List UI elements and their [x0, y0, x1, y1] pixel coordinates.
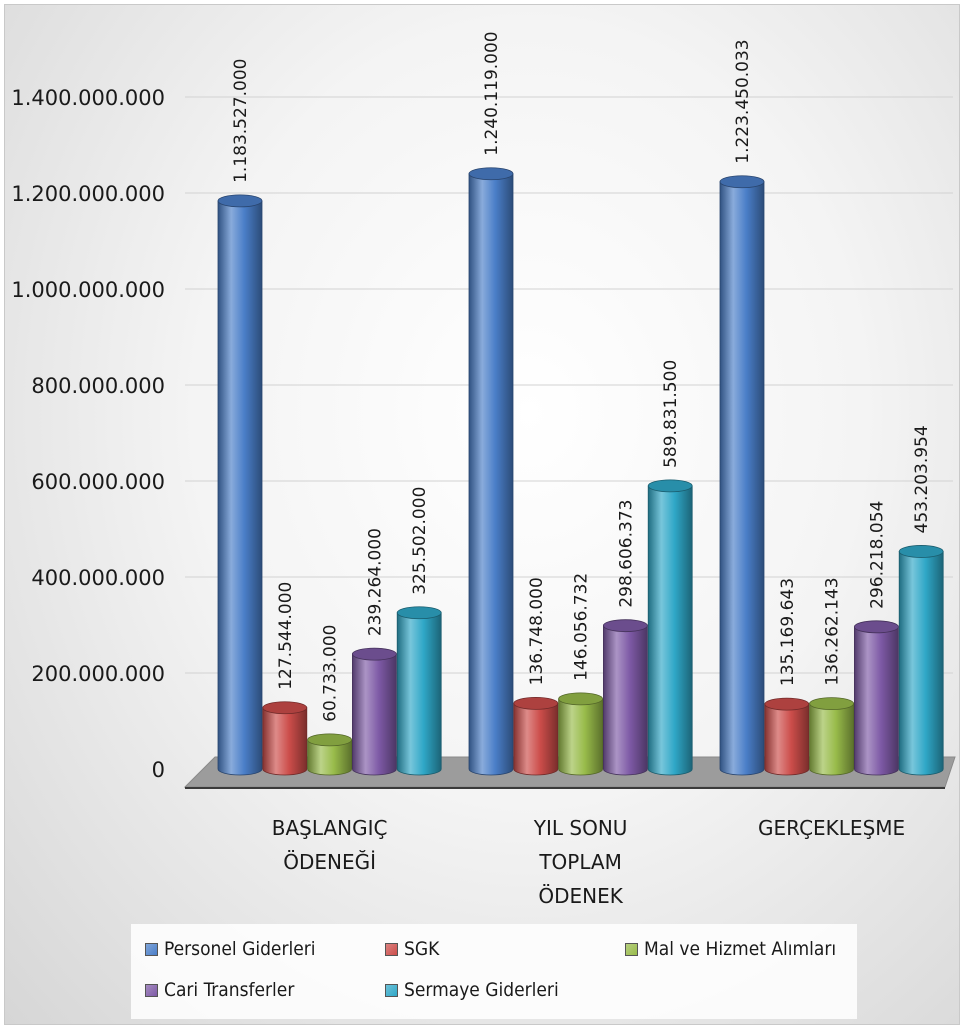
bar-body — [809, 703, 854, 776]
bar — [647, 479, 693, 776]
bar — [719, 175, 765, 776]
bar — [809, 697, 854, 776]
data-label: 135.169.643 — [778, 578, 798, 686]
legend-label: Personel Giderleri — [164, 938, 316, 960]
data-label: 239.264.000 — [365, 528, 385, 636]
bar — [513, 696, 559, 776]
bar — [764, 697, 810, 776]
legend-swatch — [625, 942, 638, 956]
bar-chart: 0 200.000.000 400.000.000 600.000.000 800.00… — [11, 31, 956, 908]
bar-body — [396, 612, 442, 776]
data-label: 589.831.500 — [661, 360, 681, 468]
x-tick-label: ÖDENEĞİ — [283, 850, 376, 874]
legend-item: Personel Giderleri — [145, 938, 316, 960]
legend-label: Mal ve Hizmet Alımları — [644, 938, 837, 960]
data-label: 325.502.000 — [410, 487, 430, 595]
data-label: 136.748.000 — [527, 577, 547, 685]
bar-top — [558, 692, 603, 706]
y-tick-label: 1.400.000.000 — [11, 86, 165, 110]
y-tick-label: 200.000.000 — [31, 662, 165, 686]
legend-item: Mal ve Hizmet Alımları — [625, 938, 836, 960]
bar-top — [513, 696, 559, 710]
bar-body — [898, 551, 944, 776]
legend-swatch — [145, 942, 158, 956]
bar-top — [647, 479, 693, 493]
bar-top — [603, 619, 648, 633]
bar-body — [854, 626, 899, 776]
x-tick-label: YIL SONU — [533, 816, 628, 840]
legend: Personel Giderleri SGK Mal ve Hizmet Alıml… — [131, 924, 857, 1019]
y-tick-label: 800.000.000 — [31, 374, 165, 398]
y-tick-label: 1.000.000.000 — [11, 278, 165, 302]
bar — [898, 545, 944, 776]
bar — [603, 619, 648, 776]
x-tick-label: TOPLAM — [538, 850, 622, 874]
bar-top — [468, 167, 514, 181]
y-tick-label: 1.200.000.000 — [11, 182, 165, 206]
y-tick-label: 0 — [152, 758, 165, 782]
bar-body — [352, 653, 397, 776]
bar — [307, 733, 353, 776]
bar-body — [647, 485, 693, 776]
legend-swatch — [385, 942, 398, 956]
data-label: 298.606.373 — [616, 500, 636, 608]
bar-top — [809, 697, 854, 710]
data-label: 60.733.000 — [321, 625, 341, 722]
bar-body — [468, 173, 514, 776]
bar-top — [307, 733, 353, 747]
legend-label: Sermaye Giderleri — [404, 979, 559, 1001]
y-tick-label: 600.000.000 — [31, 470, 165, 494]
legend-label: Cari Transferler — [164, 979, 295, 1001]
legend-label: SGK — [404, 938, 440, 960]
data-label: 1.183.527.000 — [231, 59, 251, 183]
bar-body — [217, 200, 263, 776]
bar-body — [603, 625, 648, 776]
data-label: 146.056.732 — [572, 573, 592, 681]
data-label: 127.544.000 — [276, 582, 296, 690]
legend-item: SGK — [385, 938, 439, 960]
bar-body — [719, 181, 765, 776]
x-tick-label: ÖDENEK — [538, 884, 623, 908]
data-label: 453.203.954 — [912, 425, 932, 533]
bar-top — [351, 647, 397, 661]
bar-body — [558, 698, 603, 776]
legend-swatch — [385, 983, 398, 997]
bar — [262, 701, 308, 776]
bar-top — [262, 701, 308, 715]
bar-top — [898, 545, 944, 558]
bar-body — [764, 703, 810, 776]
bar-top — [854, 620, 899, 634]
data-label: 1.240.119.000 — [482, 31, 502, 155]
bar-top — [719, 175, 765, 189]
legend-item: Cari Transferler — [145, 979, 294, 1001]
bar — [854, 620, 899, 776]
bar — [351, 647, 397, 776]
bar — [396, 606, 442, 776]
y-tick-label: 400.000.000 — [31, 566, 165, 590]
bar — [217, 194, 263, 776]
bar-top — [217, 194, 263, 208]
bar-body — [513, 702, 559, 776]
data-label: 296.218.054 — [867, 501, 887, 609]
bar-top — [764, 697, 810, 711]
x-tick-label: GERÇEKLEŞME — [758, 816, 905, 840]
x-tick-label: BAŞLANGIÇ — [272, 816, 388, 840]
bar-body — [307, 739, 352, 776]
chart-area: 0 200.000.000 400.000.000 600.000.000 800.00… — [4, 4, 960, 1025]
bar — [558, 692, 603, 776]
data-label: 1.223.450.033 — [733, 39, 753, 163]
bar-body — [262, 707, 308, 776]
legend-item: Sermaye Giderleri — [385, 979, 559, 1001]
data-label: 136.262.143 — [823, 577, 843, 685]
legend-swatch — [145, 983, 158, 997]
bar — [468, 167, 514, 776]
bar-top — [396, 606, 442, 620]
